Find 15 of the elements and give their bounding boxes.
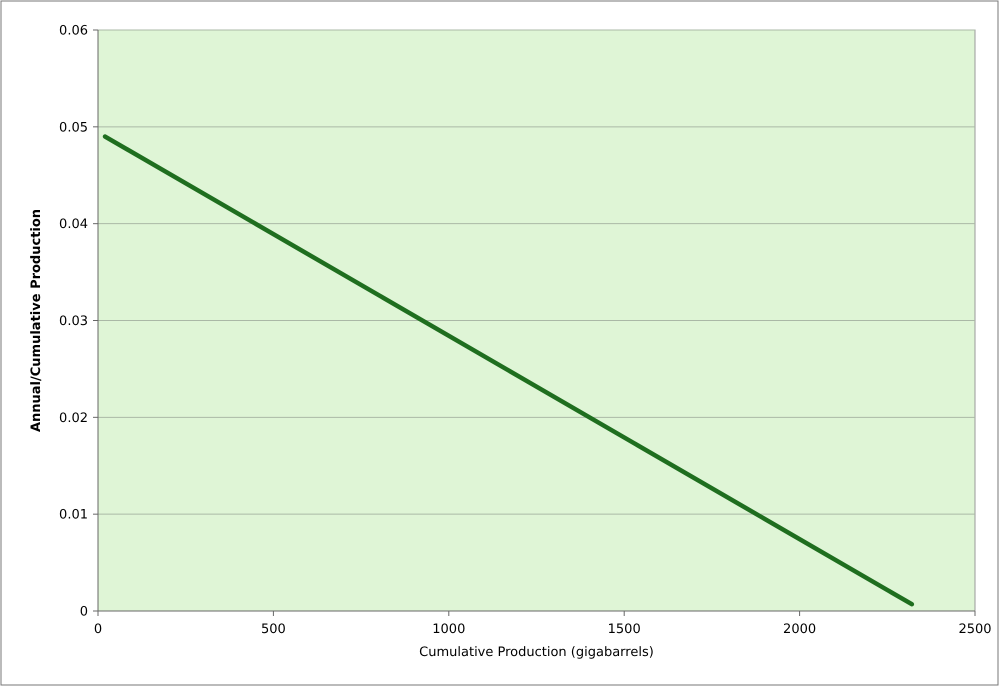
x-tick-label: 1500 [608, 622, 641, 637]
y-tick-label: 0.06 [59, 24, 88, 39]
x-tick-label: 2000 [783, 622, 816, 637]
x-tick-label: 500 [260, 622, 286, 637]
y-tick-label: 0 [80, 604, 88, 620]
y-tick-label: 0.01 [59, 508, 88, 523]
x-tick-label: 0 [94, 622, 102, 637]
x-axis-title: Cumulative Production (gigabarrels) [419, 645, 654, 660]
y-tick-label: 0.05 [59, 120, 88, 136]
y-axis-title: Annual/Cumulative Production [29, 208, 44, 432]
y-tick-label: 0.03 [59, 314, 88, 330]
y-tick-label: 0.04 [59, 217, 88, 232]
x-tick-label: 2500 [958, 622, 992, 637]
y-tick-label: 0.02 [59, 410, 88, 426]
x-tick-label: 1000 [432, 622, 466, 637]
